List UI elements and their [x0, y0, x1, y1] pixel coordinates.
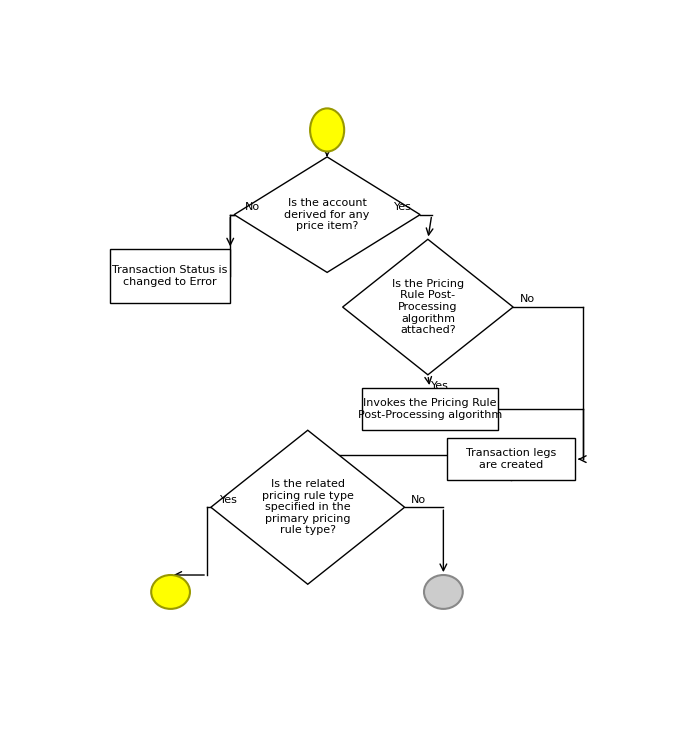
Text: No: No: [245, 202, 259, 212]
Polygon shape: [211, 430, 404, 584]
Bar: [362, 388, 498, 430]
Text: Invokes the Pricing Rule
Post-Processing algorithm: Invokes the Pricing Rule Post-Processing…: [358, 399, 502, 420]
Text: Yes: Yes: [394, 202, 412, 212]
Ellipse shape: [152, 575, 190, 609]
Text: No: No: [411, 494, 426, 504]
Text: Is the Pricing
Rule Post-
Processing
algorithm
attached?: Is the Pricing Rule Post- Processing alg…: [392, 279, 464, 335]
Ellipse shape: [424, 575, 463, 609]
Text: Transaction Status is
changed to Error: Transaction Status is changed to Error: [113, 266, 228, 287]
Text: Transaction legs
are created: Transaction legs are created: [466, 448, 556, 470]
Bar: [448, 438, 575, 480]
Ellipse shape: [310, 108, 344, 152]
Bar: [110, 250, 230, 303]
Text: Yes: Yes: [431, 380, 448, 391]
Text: Is the related
pricing rule type
specified in the
primary pricing
rule type?: Is the related pricing rule type specifi…: [262, 479, 354, 535]
Text: No: No: [520, 294, 534, 304]
Polygon shape: [343, 239, 513, 374]
Text: Is the account
derived for any
price item?: Is the account derived for any price ite…: [284, 198, 370, 231]
Polygon shape: [234, 157, 420, 272]
Text: Yes: Yes: [220, 494, 238, 504]
